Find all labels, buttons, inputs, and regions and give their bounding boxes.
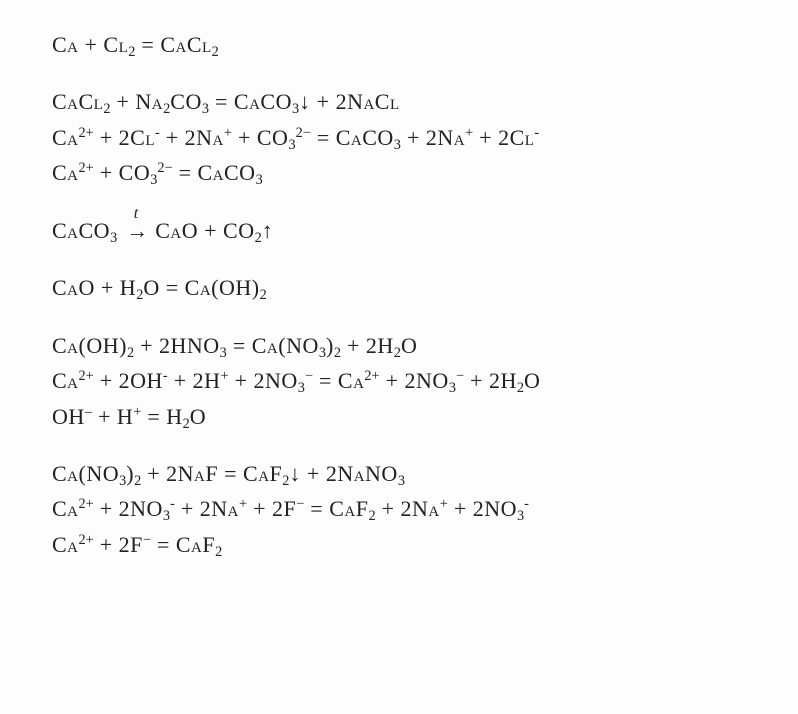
equation-line: Ca2+ + CO32− = CaCO3: [52, 156, 758, 191]
equation-line: Ca2+ + 2Cl- + 2Na+ + CO32− = CaCO3 + 2Na…: [52, 121, 758, 156]
equation-group-3: CaCO3 t→ CaO + CO2↑: [52, 214, 758, 249]
equation-line: Ca2+ + 2F− = CaF2: [52, 528, 758, 563]
equation-group-2: CaCl2 + Na2CO3 = CaCO3↓ + 2NaCl Ca2+ + 2…: [52, 85, 758, 191]
equation-group-1: Ca + Cl2 = CaCl2: [52, 28, 758, 63]
equation-line: CaCO3 t→ CaO + CO2↑: [52, 214, 758, 249]
equation-line: Ca2+ + 2NO3- + 2Na+ + 2F− = CaF2 + 2Na+ …: [52, 492, 758, 527]
equation-line: Ca(NO3)2 + 2NaF = CaF2↓ + 2NaNO3: [52, 457, 758, 492]
equation-line: CaO + H2O = Ca(OH)2: [52, 271, 758, 306]
equations-page: Ca + Cl2 = CaCl2 CaCl2 + Na2CO3 = CaCO3↓…: [0, 0, 798, 613]
equation-line: OH– + H+ = H2O: [52, 400, 758, 435]
equation-line: CaCl2 + Na2CO3 = CaCO3↓ + 2NaCl: [52, 85, 758, 120]
equation-line: Ca + Cl2 = CaCl2: [52, 28, 758, 63]
equation-line: Ca(OH)2 + 2HNO3 = Ca(NO3)2 + 2H2O: [52, 329, 758, 364]
equation-group-6: Ca(NO3)2 + 2NaF = CaF2↓ + 2NaNO3 Ca2+ + …: [52, 457, 758, 563]
equation-group-4: CaO + H2O = Ca(OH)2: [52, 271, 758, 306]
equation-line: Ca2+ + 2OH- + 2H+ + 2NO3− = Ca2+ + 2NO3−…: [52, 364, 758, 399]
equation-group-5: Ca(OH)2 + 2HNO3 = Ca(NO3)2 + 2H2O Ca2+ +…: [52, 329, 758, 435]
